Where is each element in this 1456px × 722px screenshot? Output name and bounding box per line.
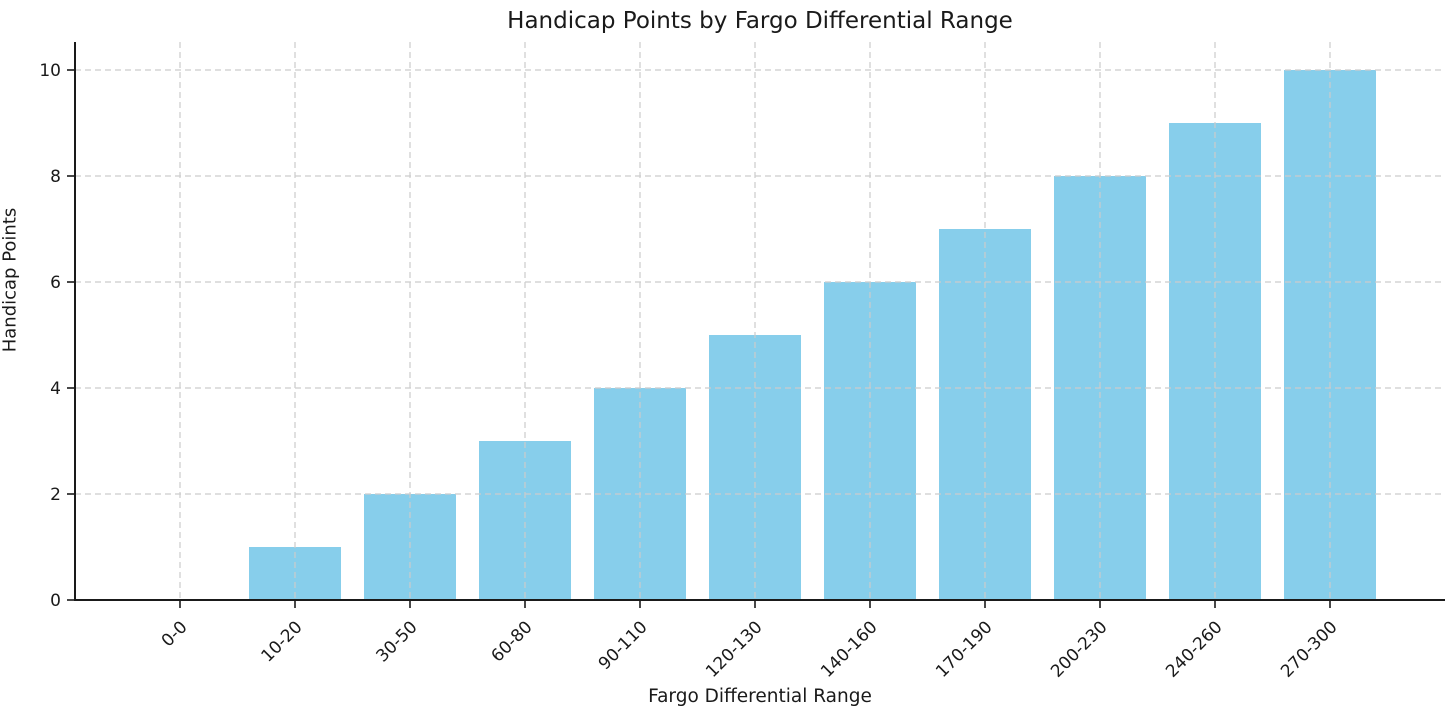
- y-tick-label: 4: [50, 379, 61, 399]
- chart-title: Handicap Points by Fargo Differential Ra…: [507, 8, 1013, 34]
- x-tick-label: 30-50: [372, 617, 421, 666]
- y-tick-label: 6: [50, 273, 61, 293]
- x-tick-label: 10-20: [257, 617, 306, 666]
- x-tick-label: 90-110: [595, 617, 652, 674]
- x-tick-label: 200-230: [1047, 617, 1111, 681]
- x-tick-label: 140-160: [817, 617, 881, 681]
- y-tick-label: 0: [50, 591, 61, 611]
- y-tick-label: 10: [39, 61, 61, 81]
- x-tick-label: 0-0: [158, 617, 192, 651]
- x-tick-label: 120-130: [702, 617, 766, 681]
- x-tick-label: 60-80: [487, 617, 536, 666]
- x-tick-label: 270-300: [1277, 617, 1341, 681]
- x-axis-label: Fargo Differential Range: [648, 686, 872, 707]
- y-tick-label: 2: [50, 485, 61, 505]
- y-tick-label: 8: [50, 167, 61, 187]
- x-tick-label: 170-190: [932, 617, 996, 681]
- x-tick-label: 240-260: [1162, 617, 1226, 681]
